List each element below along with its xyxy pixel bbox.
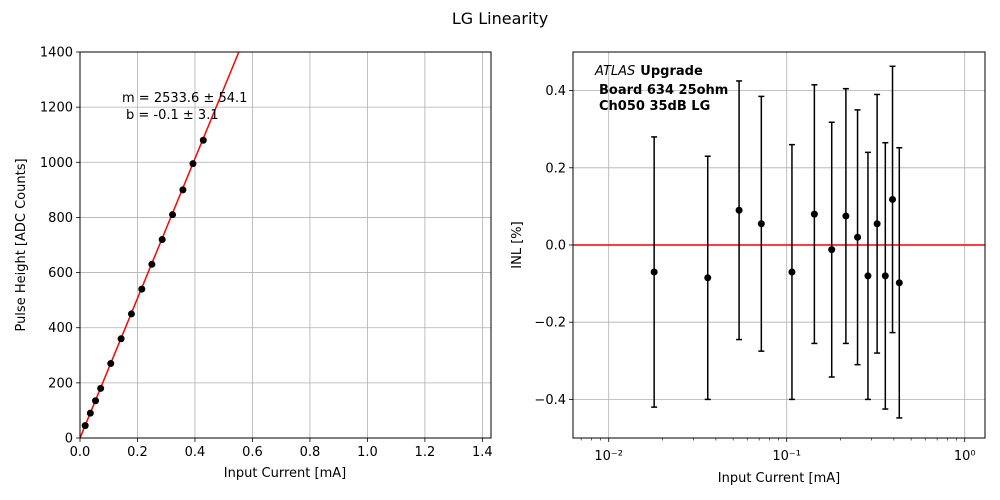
y-tick-label: 1000 [40, 156, 73, 171]
atlas-label: ATLAS [594, 64, 635, 79]
data-point [97, 384, 105, 392]
inl-point [650, 268, 658, 276]
x-tick-label: 0.6 [242, 445, 263, 460]
data-point [199, 136, 207, 144]
y-tick-label: 0.4 [545, 84, 566, 99]
linearity-chart: 0.0 0.2 0.4 0.6 0.8 1.0 1.2 1.4 0 200 400 600 800 10… [14, 46, 493, 482]
data-point [179, 186, 187, 194]
inl-x-ticks: 10⁻² 10⁻¹ 10⁰ [580, 438, 976, 464]
inl-point [810, 210, 818, 218]
x-tick-label: 1.2 [415, 445, 436, 460]
inl-chart: 10⁻² 10⁻¹ 10⁰ −0.4 −0.2 0.0 0.2 0.4 Input Curr… [510, 51, 986, 486]
inl-y-axis-label: INL [%] [510, 221, 525, 268]
inl-point [873, 220, 881, 228]
inl-error-points [650, 65, 903, 419]
data-point [138, 285, 146, 293]
x-tick-label: 0.0 [70, 445, 91, 460]
inl-point [788, 268, 796, 276]
x-tick-label: 10⁰ [954, 449, 976, 464]
data-point [127, 310, 135, 318]
y-tick-label: 0.0 [545, 239, 566, 254]
y-tick-label: −0.4 [534, 393, 566, 408]
inl-point [864, 272, 872, 280]
fit-slope-annotation: m = 2533.6 ± 54.1 [122, 91, 247, 106]
linearity-x-ticks: 0.0 0.2 0.4 0.6 0.8 1.0 1.2 1.4 [70, 438, 493, 460]
channel-label: Ch050 35dB LG [599, 99, 710, 114]
inl-x-axis-label: Input Current [mA] [718, 471, 840, 486]
x-tick-label: 1.0 [357, 445, 378, 460]
y-tick-label: 0.2 [545, 161, 566, 176]
data-point [117, 335, 125, 343]
x-tick-label: 0.8 [300, 445, 321, 460]
y-tick-label: 600 [48, 266, 73, 281]
data-point [86, 409, 94, 417]
y-tick-label: 400 [48, 321, 73, 336]
atlas-upgrade-label: ATLAS Upgrade [594, 64, 703, 79]
data-point [158, 235, 166, 243]
y-tick-label: 800 [48, 211, 73, 226]
linearity-y-axis-label: Pulse Height [ADC Counts] [14, 158, 29, 331]
inl-point [895, 279, 903, 287]
data-point [148, 260, 156, 268]
inl-point [735, 206, 743, 214]
x-tick-label: 10⁻² [594, 449, 623, 464]
linearity-points [81, 136, 207, 430]
inl-point [828, 246, 836, 254]
y-tick-label: 1400 [40, 46, 73, 61]
x-tick-label: 0.2 [127, 445, 148, 460]
board-label: Board 634 25ohm [599, 83, 728, 98]
data-point [169, 211, 177, 219]
inl-point [842, 212, 850, 220]
linearity-plot-frame [79, 51, 492, 439]
inl-point [889, 195, 897, 203]
x-tick-label: 1.4 [472, 445, 493, 460]
y-tick-label: 200 [48, 376, 73, 391]
upgrade-label: Upgrade [640, 64, 703, 79]
inl-point [854, 233, 862, 241]
fit-intercept-annotation: b = -0.1 ± 3.1 [126, 108, 219, 123]
data-point [107, 360, 115, 368]
data-point [81, 422, 89, 430]
x-tick-label: 0.4 [185, 445, 206, 460]
linearity-y-ticks: 0 200 400 600 800 1000 1200 1400 [40, 46, 80, 447]
figure-title: LG Linearity [452, 9, 548, 28]
data-point [189, 160, 197, 168]
fit-line [79, 51, 240, 439]
linearity-fit-line [79, 51, 240, 439]
data-point [92, 397, 100, 405]
y-tick-label: −0.2 [534, 316, 566, 331]
inl-y-ticks: −0.4 −0.2 0.0 0.2 0.4 [534, 84, 573, 408]
y-tick-label: 1200 [40, 101, 73, 116]
inl-point [757, 220, 765, 228]
inl-point [704, 274, 712, 282]
linearity-x-axis-label: Input Current [mA] [224, 466, 346, 481]
y-tick-label: 0 [65, 432, 73, 447]
inl-point [881, 272, 889, 280]
x-tick-label: 10⁻¹ [772, 449, 801, 464]
